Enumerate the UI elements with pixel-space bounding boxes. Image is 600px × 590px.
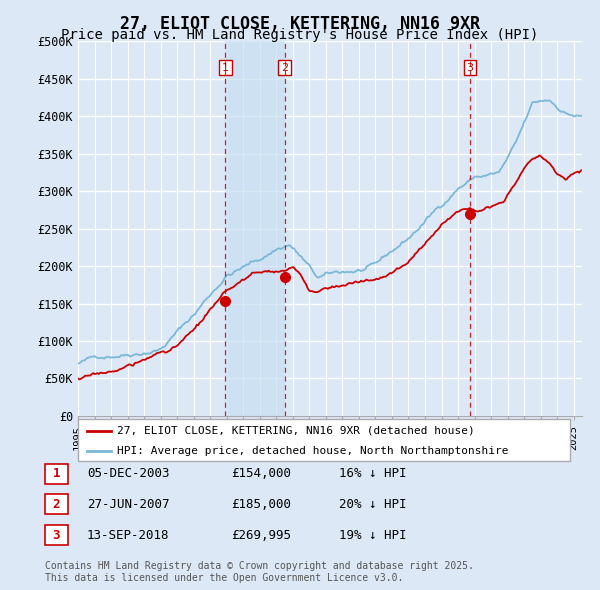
Text: 27, ELIOT CLOSE, KETTERING, NN16 9XR: 27, ELIOT CLOSE, KETTERING, NN16 9XR (120, 15, 480, 34)
Text: 05-DEC-2003: 05-DEC-2003 (87, 467, 170, 480)
Text: 2: 2 (281, 63, 288, 73)
Text: 1: 1 (53, 467, 60, 480)
Text: £185,000: £185,000 (231, 498, 291, 511)
Text: 27, ELIOT CLOSE, KETTERING, NN16 9XR (detached house): 27, ELIOT CLOSE, KETTERING, NN16 9XR (de… (117, 426, 475, 435)
Text: 3: 3 (466, 63, 473, 73)
Text: 20% ↓ HPI: 20% ↓ HPI (339, 498, 407, 511)
Text: £269,995: £269,995 (231, 529, 291, 542)
Text: 1: 1 (222, 63, 229, 73)
Text: 27-JUN-2007: 27-JUN-2007 (87, 498, 170, 511)
Bar (226, 41, 284, 416)
Text: £154,000: £154,000 (231, 467, 291, 480)
Text: HPI: Average price, detached house, North Northamptonshire: HPI: Average price, detached house, Nort… (117, 446, 509, 455)
Text: Contains HM Land Registry data © Crown copyright and database right 2025.
This d: Contains HM Land Registry data © Crown c… (45, 561, 474, 583)
Text: 19% ↓ HPI: 19% ↓ HPI (339, 529, 407, 542)
Text: 13-SEP-2018: 13-SEP-2018 (87, 529, 170, 542)
Text: Price paid vs. HM Land Registry's House Price Index (HPI): Price paid vs. HM Land Registry's House … (61, 28, 539, 42)
Text: 2: 2 (53, 498, 60, 511)
Text: 16% ↓ HPI: 16% ↓ HPI (339, 467, 407, 480)
Text: 3: 3 (53, 529, 60, 542)
